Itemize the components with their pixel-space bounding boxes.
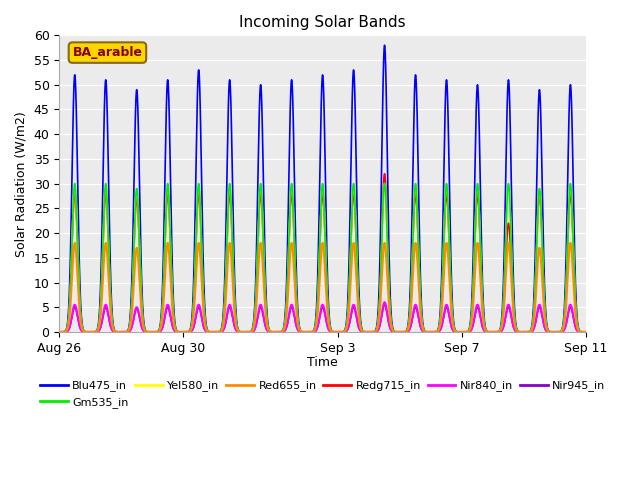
Title: Incoming Solar Bands: Incoming Solar Bands: [239, 15, 406, 30]
X-axis label: Time: Time: [307, 356, 338, 369]
Text: BA_arable: BA_arable: [72, 46, 143, 59]
Y-axis label: Solar Radiation (W/m2): Solar Radiation (W/m2): [15, 111, 28, 256]
Legend: Blu475_in, Gm535_in, Yel580_in, Red655_in, Redg715_in, Nir840_in, Nir945_in: Blu475_in, Gm535_in, Yel580_in, Red655_i…: [35, 376, 610, 412]
